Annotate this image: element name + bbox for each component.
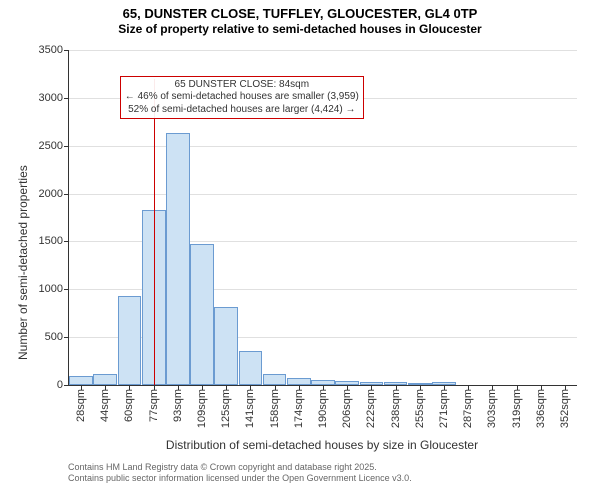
histogram-bar bbox=[166, 133, 190, 385]
xtick-label: 141sqm bbox=[244, 385, 256, 428]
gridline bbox=[69, 50, 577, 51]
xtick-label: 190sqm bbox=[317, 385, 329, 428]
ytick-label: 2500 bbox=[39, 140, 69, 152]
plot-area: 050010001500200025003000350028sqm44sqm60… bbox=[68, 50, 577, 386]
xtick-label: 77sqm bbox=[148, 385, 160, 422]
xtick-label: 352sqm bbox=[559, 385, 571, 428]
y-axis-label: Number of semi-detached properties bbox=[16, 165, 30, 360]
xtick-label: 271sqm bbox=[438, 385, 450, 428]
xtick-label: 303sqm bbox=[486, 385, 498, 428]
ytick-label: 1500 bbox=[39, 235, 69, 247]
histogram-bar bbox=[190, 244, 214, 385]
annotation-line-1: 65 DUNSTER CLOSE: 84sqm bbox=[125, 79, 359, 92]
xtick-label: 174sqm bbox=[293, 385, 305, 428]
xtick-label: 222sqm bbox=[365, 385, 377, 428]
attribution: Contains HM Land Registry data © Crown c… bbox=[68, 462, 412, 484]
xtick-label: 336sqm bbox=[535, 385, 547, 428]
xtick-label: 60sqm bbox=[123, 385, 135, 422]
xtick-label: 238sqm bbox=[390, 385, 402, 428]
xtick-label: 319sqm bbox=[511, 385, 523, 428]
title-line-1: 65, DUNSTER CLOSE, TUFFLEY, GLOUCESTER, … bbox=[0, 6, 600, 22]
annotation-callout: 65 DUNSTER CLOSE: 84sqm← 46% of semi-det… bbox=[120, 76, 364, 120]
gridline bbox=[69, 146, 577, 147]
xtick-label: 158sqm bbox=[269, 385, 281, 428]
xtick-label: 44sqm bbox=[99, 385, 111, 422]
xtick-label: 109sqm bbox=[196, 385, 208, 428]
histogram-bar bbox=[287, 378, 311, 385]
attribution-line-1: Contains HM Land Registry data © Crown c… bbox=[68, 462, 412, 473]
ytick-label: 0 bbox=[57, 379, 69, 391]
ytick-label: 500 bbox=[45, 331, 69, 343]
reference-marker-line bbox=[154, 79, 155, 385]
ytick-label: 2000 bbox=[39, 188, 69, 200]
annotation-line-2: ← 46% of semi-detached houses are smalle… bbox=[125, 91, 359, 104]
chart-title: 65, DUNSTER CLOSE, TUFFLEY, GLOUCESTER, … bbox=[0, 0, 600, 36]
xtick-label: 28sqm bbox=[75, 385, 87, 422]
xtick-label: 255sqm bbox=[414, 385, 426, 428]
ytick-label: 3500 bbox=[39, 44, 69, 56]
histogram-bar bbox=[118, 296, 142, 385]
xtick-label: 287sqm bbox=[462, 385, 474, 428]
chart-container: 65, DUNSTER CLOSE, TUFFLEY, GLOUCESTER, … bbox=[0, 0, 600, 500]
xtick-label: 93sqm bbox=[172, 385, 184, 422]
ytick-label: 3000 bbox=[39, 92, 69, 104]
attribution-line-2: Contains public sector information licen… bbox=[68, 473, 412, 484]
gridline bbox=[69, 194, 577, 195]
histogram-bar bbox=[69, 376, 93, 385]
title-line-2: Size of property relative to semi-detach… bbox=[0, 22, 600, 36]
ytick-label: 1000 bbox=[39, 283, 69, 295]
x-axis-label: Distribution of semi-detached houses by … bbox=[68, 438, 576, 452]
xtick-label: 125sqm bbox=[220, 385, 232, 428]
histogram-bar bbox=[239, 351, 263, 385]
xtick-label: 206sqm bbox=[341, 385, 353, 428]
histogram-bar bbox=[214, 307, 238, 385]
histogram-bar bbox=[93, 374, 117, 385]
annotation-line-3: 52% of semi-detached houses are larger (… bbox=[125, 104, 359, 117]
histogram-bar bbox=[263, 374, 287, 385]
